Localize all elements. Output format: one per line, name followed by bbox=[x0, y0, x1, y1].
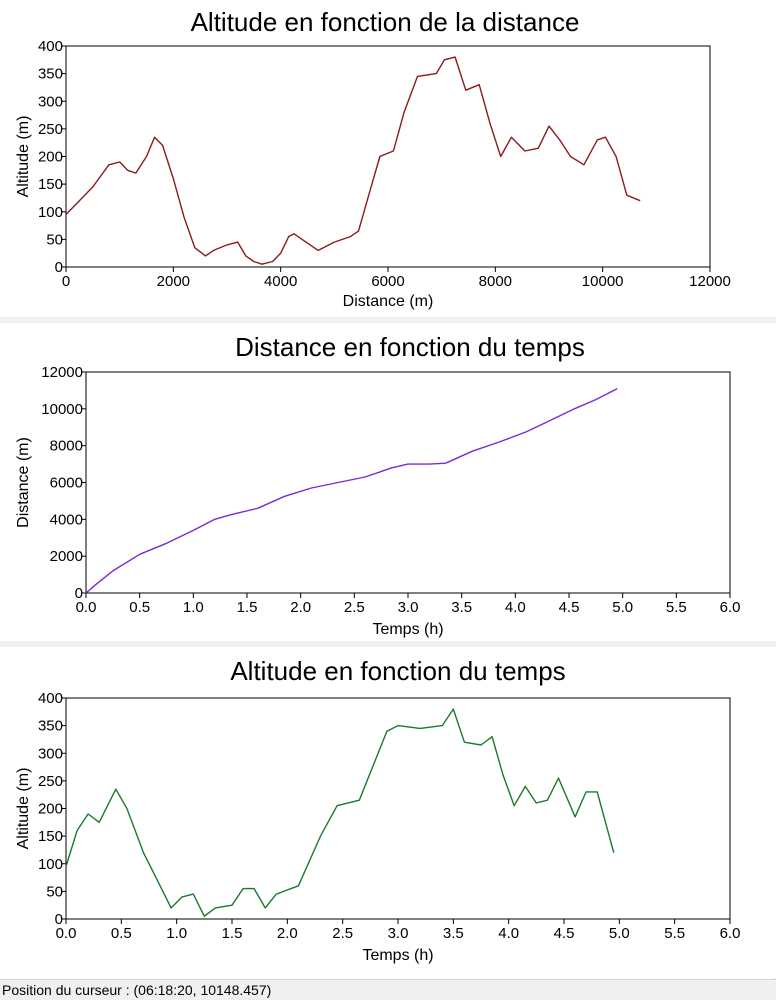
x-axis-label: Distance (m) bbox=[343, 293, 434, 310]
x-tick-label: 2.0 bbox=[277, 925, 298, 942]
y-tick-label: 250 bbox=[38, 773, 63, 790]
x-tick-label: 1.0 bbox=[183, 599, 204, 616]
x-tick-label: 10000 bbox=[582, 273, 624, 290]
x-tick-label: 3.5 bbox=[451, 599, 472, 616]
chart-panel-altitude-time: Altitude en fonction du temps 0.0 0.5 1.0 1.… bbox=[0, 647, 776, 978]
chart-distance-time[interactable]: Distance en fonction du temps 0.0 0.5 1.0 1.… bbox=[0, 323, 776, 641]
x-tick-label: 12000 bbox=[689, 273, 731, 290]
y-tick-label: 250 bbox=[38, 121, 63, 138]
y-tick-label: 10000 bbox=[41, 401, 83, 418]
chart-altitude-time[interactable]: Altitude en fonction du temps 0.0 0.5 1.0 1.… bbox=[0, 647, 776, 978]
y-tick-label: 0 bbox=[55, 259, 63, 276]
y-tick-label: 100 bbox=[38, 856, 63, 873]
y-tick-label: 6000 bbox=[50, 475, 83, 492]
x-tick-label: 3.5 bbox=[443, 925, 464, 942]
x-tick-label: 5.0 bbox=[609, 925, 630, 942]
y-tick-label: 50 bbox=[46, 883, 63, 900]
panel-separator bbox=[0, 641, 776, 647]
y-tick-label: 2000 bbox=[50, 548, 83, 565]
y-axis-label: Altitude (m) bbox=[15, 116, 32, 198]
series-line bbox=[65, 56, 641, 265]
y-tick-label: 300 bbox=[38, 93, 63, 110]
x-tick-label: 3.0 bbox=[398, 599, 419, 616]
y-tick-label: 350 bbox=[38, 66, 63, 83]
x-tick-label: 6000 bbox=[371, 273, 404, 290]
chart-title: Altitude en fonction de la distance bbox=[191, 7, 580, 37]
chart-title: Distance en fonction du temps bbox=[235, 332, 585, 362]
x-tick-label: 0.5 bbox=[111, 925, 132, 942]
x-tick-label: 3.0 bbox=[388, 925, 409, 942]
x-tick-label: 1.5 bbox=[237, 599, 258, 616]
x-tick-label: 8000 bbox=[479, 273, 512, 290]
chart-title: Altitude en fonction du temps bbox=[230, 656, 565, 686]
plot-frame bbox=[65, 697, 731, 920]
y-axis-label: Distance (m) bbox=[15, 437, 32, 528]
x-tick-label: 5.5 bbox=[664, 925, 685, 942]
x-tick-label: 1.5 bbox=[222, 925, 243, 942]
x-axis-label: Temps (h) bbox=[362, 947, 433, 964]
x-tick-label: 5.5 bbox=[666, 599, 687, 616]
y-tick-label: 200 bbox=[38, 149, 63, 166]
y-tick-label: 150 bbox=[38, 828, 63, 845]
x-tick-label: 0.5 bbox=[129, 599, 150, 616]
x-tick-label: 5.0 bbox=[612, 599, 633, 616]
plot-frame bbox=[65, 45, 711, 268]
x-tick-label: 2.5 bbox=[332, 925, 353, 942]
x-tick-label: 4.0 bbox=[505, 599, 526, 616]
y-tick-label: 12000 bbox=[41, 364, 83, 381]
x-tick-label: 4000 bbox=[264, 273, 297, 290]
y-tick-label: 4000 bbox=[50, 511, 83, 528]
plot-frame bbox=[85, 371, 731, 594]
x-tick-label: 2.0 bbox=[290, 599, 311, 616]
x-tick-label: 1.0 bbox=[166, 925, 187, 942]
x-tick-label: 0.0 bbox=[76, 599, 97, 616]
x-tick-label: 4.5 bbox=[554, 925, 575, 942]
y-tick-label: 150 bbox=[38, 176, 63, 193]
y-tick-label: 300 bbox=[38, 745, 63, 762]
y-tick-label: 8000 bbox=[50, 438, 83, 455]
x-tick-label: 2000 bbox=[157, 273, 190, 290]
x-tick-label: 4.0 bbox=[498, 925, 519, 942]
series-line bbox=[65, 708, 615, 917]
chart-panel-distance-time: Distance en fonction du temps 0.0 0.5 1.0 1.… bbox=[0, 323, 776, 641]
y-axis-label: Altitude (m) bbox=[15, 768, 32, 850]
x-tick-label: 6.0 bbox=[720, 925, 741, 942]
y-tick-label: 400 bbox=[38, 38, 63, 55]
y-tick-label: 400 bbox=[38, 690, 63, 707]
chart-panel-altitude-distance: Altitude en fonction de la distance 0 2000… bbox=[0, 0, 776, 317]
panel-separator bbox=[0, 317, 776, 323]
x-tick-label: 6.0 bbox=[720, 599, 741, 616]
x-tick-label: 2.5 bbox=[344, 599, 365, 616]
y-tick-label: 200 bbox=[38, 801, 63, 818]
x-tick-label: 4.5 bbox=[559, 599, 580, 616]
series-line bbox=[85, 387, 618, 594]
y-tick-label: 0 bbox=[75, 585, 83, 602]
y-tick-label: 350 bbox=[38, 718, 63, 735]
cursor-position-text: Position du curseur : (06:18:20, 10148.4… bbox=[2, 982, 272, 998]
y-tick-label: 50 bbox=[46, 231, 63, 248]
y-tick-label: 0 bbox=[55, 911, 63, 928]
x-axis-label: Temps (h) bbox=[372, 621, 443, 638]
x-tick-label: 0.0 bbox=[56, 925, 77, 942]
y-tick-label: 100 bbox=[38, 204, 63, 221]
status-bar: Position du curseur : (06:18:20, 10148.4… bbox=[0, 979, 776, 1000]
x-tick-label: 0 bbox=[62, 273, 70, 290]
